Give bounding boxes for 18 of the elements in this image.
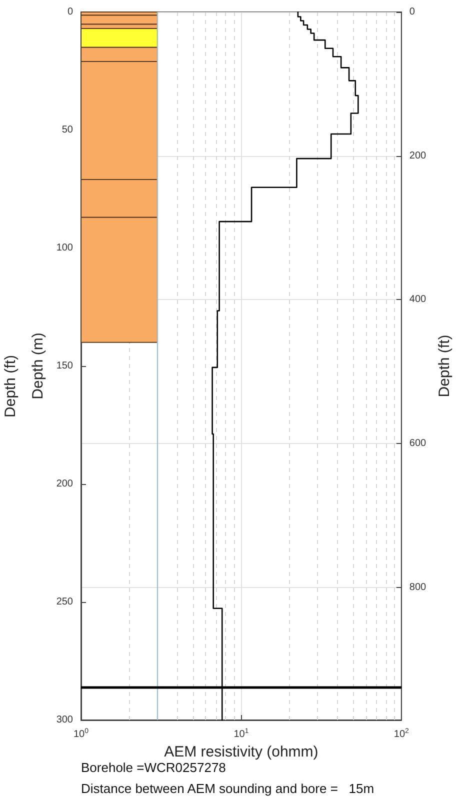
text: Distance between AEM sounding and bore = 15m bbox=[81, 781, 374, 796]
y2-tick-label: 400 bbox=[409, 294, 427, 306]
y2-tick-label: 0 bbox=[409, 6, 416, 18]
y2-tick-label: 800 bbox=[409, 582, 427, 593]
y2-axis-title: Depth (ft) bbox=[436, 334, 453, 398]
y-tick-label: 0 bbox=[67, 6, 74, 18]
y-tick-label: 150 bbox=[56, 360, 74, 372]
y-axis-title: Depth (m) bbox=[29, 332, 46, 400]
x-axis-title: AEM resistivity (ohmm) bbox=[164, 743, 318, 760]
y2-tick-label: 200 bbox=[409, 150, 427, 162]
y-tick-label: 250 bbox=[56, 596, 74, 608]
y-tick-label: 100 bbox=[56, 242, 74, 254]
text: Borehole =WCR0257278 bbox=[81, 760, 226, 775]
y-tick-label: 200 bbox=[56, 478, 74, 490]
y-tick-label: 50 bbox=[62, 124, 74, 136]
y-tick-label: 300 bbox=[56, 714, 74, 726]
y2-tick-label: 600 bbox=[409, 438, 427, 450]
text: Depth (ft) bbox=[2, 354, 19, 418]
